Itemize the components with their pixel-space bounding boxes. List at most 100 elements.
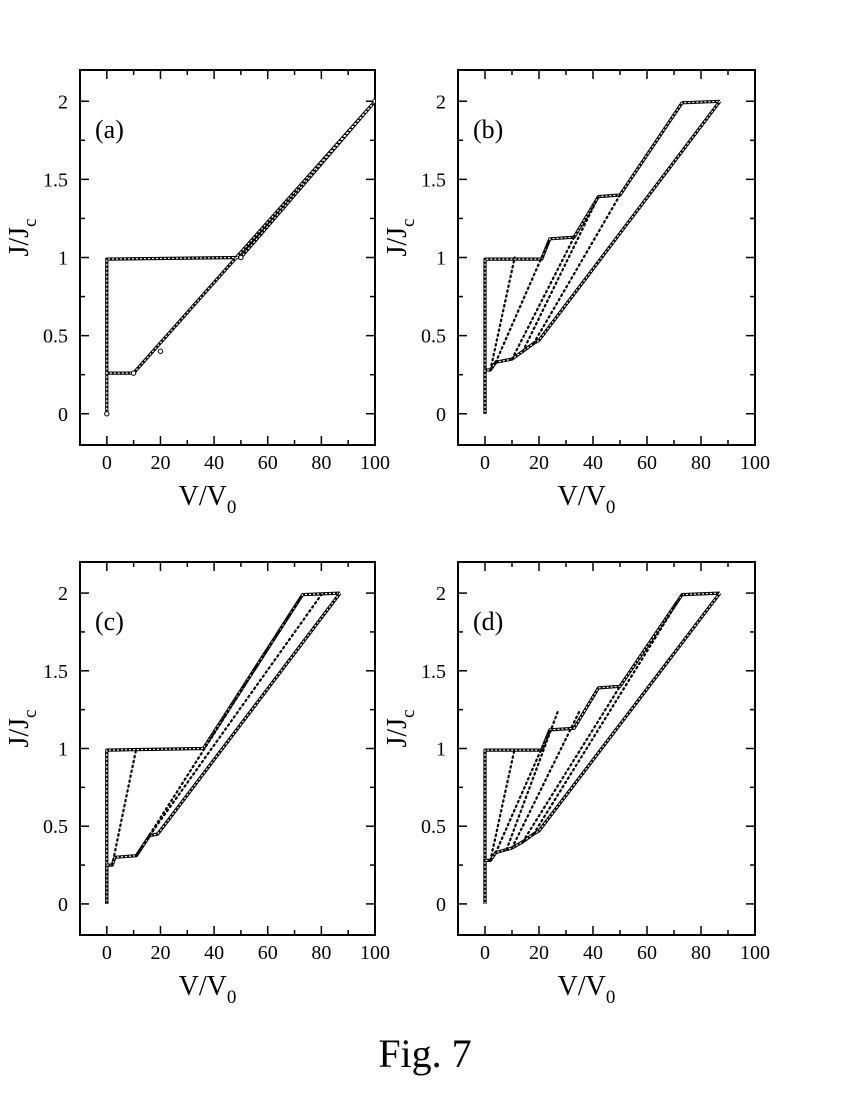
x-axis-label-main: V/V xyxy=(179,481,227,512)
y-tick-label: 2 xyxy=(436,91,446,113)
x-tick-label: 60 xyxy=(258,452,278,474)
x-axis-label-subscript: 0 xyxy=(606,497,616,518)
x-tick-label: 20 xyxy=(150,452,170,474)
x-tick-label: 20 xyxy=(150,942,170,964)
y-tick-label: 1 xyxy=(58,739,68,761)
series-line-dotted xyxy=(494,728,551,854)
series-line-dotted xyxy=(489,256,516,372)
y-tick-label: 0.5 xyxy=(421,326,446,348)
x-axis-label: V/V0 xyxy=(558,481,616,518)
y-tick-label: 2 xyxy=(436,583,446,605)
y-tick-label: 1.5 xyxy=(421,661,446,683)
x-tick-label: 60 xyxy=(258,942,278,964)
y-axis-label: J/Jc xyxy=(382,218,419,256)
x-tick-label: 40 xyxy=(583,452,603,474)
x-axis-label: V/V0 xyxy=(179,971,237,1008)
series-marker xyxy=(104,411,110,417)
y-axis-label-main: J/J xyxy=(4,718,35,748)
x-tick-label: 100 xyxy=(740,942,770,964)
x-axis-label-main: V/V xyxy=(179,971,227,1002)
y-tick-label: 0.5 xyxy=(43,326,68,348)
y-tick-label: 0 xyxy=(58,894,68,916)
panel-label: (d) xyxy=(473,607,503,636)
x-tick-label: 40 xyxy=(583,942,603,964)
y-axis-label-subscript: c xyxy=(398,709,419,717)
y-axis-label: J/Jc xyxy=(4,218,41,256)
series-line-dotted xyxy=(521,195,600,353)
x-tick-label: 100 xyxy=(740,452,770,474)
series-line-dotted xyxy=(148,593,323,837)
series-line-dotted xyxy=(135,593,304,857)
x-tick-label: 60 xyxy=(637,942,657,964)
y-tick-label: 2 xyxy=(58,583,68,605)
x-tick-label: 60 xyxy=(637,452,657,474)
x-axis-label-subscript: 0 xyxy=(227,497,237,518)
x-tick-label: 80 xyxy=(691,452,711,474)
y-axis-label-subscript: c xyxy=(20,218,41,226)
series-line-marker-trace xyxy=(106,592,341,904)
y-tick-label: 0 xyxy=(436,404,446,426)
series-marker xyxy=(372,98,375,104)
y-tick-label: 1.5 xyxy=(43,169,68,191)
panel-label: (a) xyxy=(95,115,124,144)
x-tick-label: 0 xyxy=(102,452,112,474)
x-axis-label: V/V0 xyxy=(179,481,237,518)
series-line-dotted xyxy=(521,685,622,843)
x-tick-label: 0 xyxy=(480,452,490,474)
x-tick-label: 20 xyxy=(529,942,549,964)
plot-area xyxy=(483,99,722,414)
series-line-dotted xyxy=(532,593,684,836)
y-tick-label: 0.5 xyxy=(421,816,446,838)
y-axis-label: J/Jc xyxy=(4,709,41,747)
x-tick-label: 40 xyxy=(204,942,224,964)
series-line-dotted xyxy=(505,710,560,851)
series-line-dotted xyxy=(111,747,138,867)
series-line-dotted xyxy=(489,747,516,862)
x-axis-label-subscript: 0 xyxy=(227,987,237,1008)
series-line-marker-trace xyxy=(484,592,720,904)
x-tick-label: 0 xyxy=(480,942,490,964)
x-tick-label: 20 xyxy=(529,452,549,474)
y-tick-label: 1.5 xyxy=(43,661,68,683)
series-line-dotted xyxy=(510,710,581,850)
x-tick-label: 80 xyxy=(311,942,331,964)
y-tick-label: 0.5 xyxy=(43,816,68,838)
panel-label: (b) xyxy=(473,115,503,144)
y-tick-label: 1 xyxy=(436,739,446,761)
plot-area xyxy=(104,98,375,417)
y-tick-label: 0 xyxy=(436,894,446,916)
y-axis-label-main: J/J xyxy=(382,227,413,257)
plot-area xyxy=(483,591,722,904)
x-axis-label-main: V/V xyxy=(558,481,606,512)
plot-area xyxy=(105,591,342,904)
x-axis-label-subscript: 0 xyxy=(606,987,616,1008)
x-tick-label: 80 xyxy=(311,452,331,474)
panel-label: (c) xyxy=(95,607,124,636)
series-line-marker-trace xyxy=(484,592,721,904)
x-tick-label: 40 xyxy=(204,452,224,474)
y-tick-label: 1.5 xyxy=(421,169,446,191)
series-line-dotted xyxy=(510,236,576,361)
series-line-dotted xyxy=(532,193,622,345)
y-tick-label: 0 xyxy=(58,404,68,426)
figure-caption: Fig. 7 xyxy=(378,1031,472,1076)
x-axis-label-main: V/V xyxy=(558,971,606,1002)
y-axis-label-main: J/J xyxy=(4,227,35,257)
x-tick-label: 0 xyxy=(102,942,112,964)
y-axis-label-subscript: c xyxy=(20,709,41,717)
x-tick-label: 100 xyxy=(360,452,390,474)
series-marker xyxy=(238,254,244,261)
series-marker xyxy=(130,370,137,376)
series-line-dotted xyxy=(494,237,551,364)
y-axis-label: J/Jc xyxy=(382,709,419,747)
y-tick-label: 2 xyxy=(58,91,68,113)
x-tick-label: 100 xyxy=(360,942,390,964)
x-axis-label: V/V0 xyxy=(558,971,616,1008)
y-axis-label-subscript: c xyxy=(398,218,419,226)
x-tick-label: 80 xyxy=(691,942,711,964)
